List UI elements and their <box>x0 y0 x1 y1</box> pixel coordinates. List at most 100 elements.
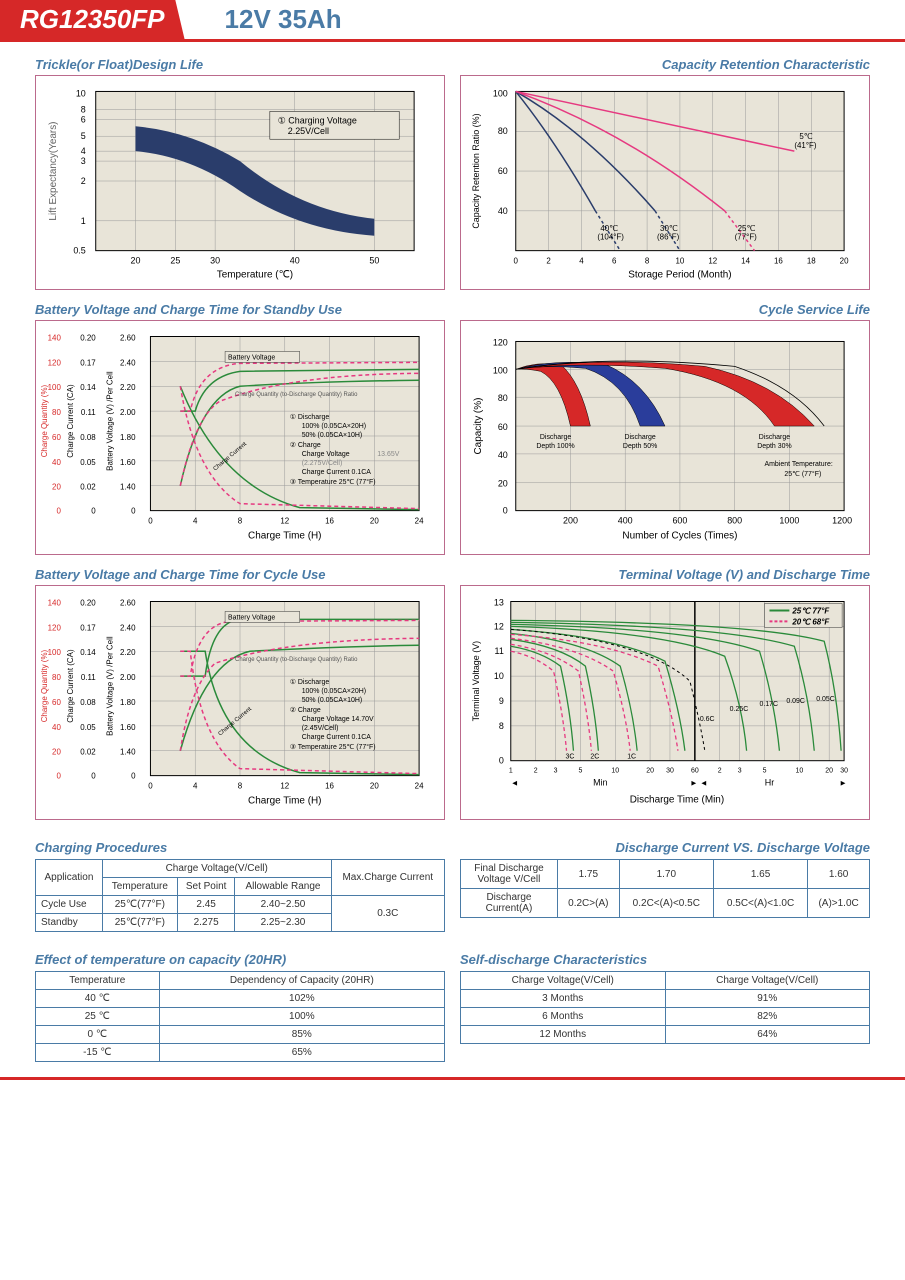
svg-text:1: 1 <box>509 768 513 775</box>
svg-text:(2.275V/Cell): (2.275V/Cell) <box>302 460 343 467</box>
svg-text:0: 0 <box>91 507 96 516</box>
svg-text:Battery Voltage: Battery Voltage <box>228 354 275 361</box>
svg-text:10: 10 <box>675 257 684 266</box>
svg-text:60: 60 <box>498 422 508 432</box>
svg-text:Temperature (℃): Temperature (℃) <box>217 270 293 281</box>
svg-text:20: 20 <box>646 768 654 775</box>
svg-text:10: 10 <box>795 768 803 775</box>
svg-text:80: 80 <box>52 673 61 682</box>
svg-text:6: 6 <box>81 114 86 124</box>
svg-text:40: 40 <box>290 256 300 266</box>
svg-text:0.08: 0.08 <box>80 698 96 707</box>
svg-text:0.25C: 0.25C <box>730 706 749 713</box>
svg-text:4: 4 <box>81 146 86 156</box>
svg-text:0: 0 <box>514 257 519 266</box>
chart4: DischargeDepth 100% DischargeDepth 50% D… <box>460 320 870 555</box>
svg-text:Number of Cycles (Times): Number of Cycles (Times) <box>622 530 737 541</box>
svg-text:Battery Voltage (V) /Per Cell: Battery Voltage (V) /Per Cell <box>106 636 115 736</box>
svg-text:12: 12 <box>280 782 289 791</box>
svg-text:0: 0 <box>148 517 153 526</box>
discharge-table: Final Discharge Voltage V/Cell1.751.701.… <box>460 859 870 918</box>
svg-text:0.09C: 0.09C <box>786 698 805 705</box>
svg-text:① Discharge: ① Discharge <box>290 413 330 421</box>
svg-text:60: 60 <box>52 433 61 442</box>
svg-text:2.00: 2.00 <box>120 673 136 682</box>
svg-text:Storage Period (Month): Storage Period (Month) <box>628 270 731 281</box>
svg-text:100: 100 <box>493 365 508 375</box>
svg-text:6: 6 <box>612 257 617 266</box>
svg-text:0: 0 <box>131 507 136 516</box>
svg-text:Depth 50%: Depth 50% <box>623 443 657 450</box>
svg-text:400: 400 <box>618 516 633 526</box>
svg-text:Charge Quantity (%): Charge Quantity (%) <box>41 649 49 722</box>
svg-text:(86°F): (86°F) <box>657 233 680 242</box>
svg-text:100: 100 <box>493 88 508 98</box>
svg-text:20: 20 <box>370 517 379 526</box>
svg-text:1.60: 1.60 <box>120 723 136 732</box>
svg-text:8: 8 <box>645 257 650 266</box>
svg-text:0: 0 <box>499 756 504 766</box>
chart5-title: Battery Voltage and Charge Time for Cycl… <box>35 567 445 582</box>
svg-text:Battery Voltage (V) /Per Cell: Battery Voltage (V) /Per Cell <box>106 371 115 471</box>
svg-text:8: 8 <box>238 782 243 791</box>
svg-text:13.65V: 13.65V <box>377 451 399 458</box>
svg-text:2.60: 2.60 <box>120 333 136 342</box>
svg-text:140: 140 <box>48 598 62 607</box>
chart3-title: Battery Voltage and Charge Time for Stan… <box>35 302 445 317</box>
svg-text:9: 9 <box>499 696 504 706</box>
svg-text:3: 3 <box>81 156 86 166</box>
svg-text:2.20: 2.20 <box>120 383 136 392</box>
svg-text:4: 4 <box>193 517 198 526</box>
chart6: 25℃ 77°F 20℃ 68°F 3C2C 1C0.6C 0.25C0.17C… <box>460 585 870 820</box>
svg-text:2.25V/Cell: 2.25V/Cell <box>288 126 329 136</box>
svg-text:25: 25 <box>170 256 180 266</box>
svg-text:Terminal Voltage (V): Terminal Voltage (V) <box>471 641 481 721</box>
svg-text:0.14: 0.14 <box>80 383 96 392</box>
svg-text:16: 16 <box>325 782 334 791</box>
svg-text:0: 0 <box>503 506 508 516</box>
svg-text:0.08: 0.08 <box>80 433 96 442</box>
svg-text:0.20: 0.20 <box>80 333 96 342</box>
svg-text:Ambient Temperature:: Ambient Temperature: <box>765 461 833 468</box>
selfdis-title: Self-discharge Characteristics <box>460 952 870 967</box>
svg-text:10: 10 <box>76 88 86 98</box>
svg-text:3C: 3C <box>566 754 575 761</box>
svg-text:20: 20 <box>825 768 833 775</box>
svg-text:50% (0.05CA×10H): 50% (0.05CA×10H) <box>302 432 363 439</box>
svg-text:Charge Voltage 14.70V: Charge Voltage 14.70V <box>302 716 374 723</box>
svg-text:2: 2 <box>718 768 722 775</box>
svg-text:Hr: Hr <box>765 778 774 788</box>
svg-text:Discharge Time (Min): Discharge Time (Min) <box>630 794 724 805</box>
svg-text:1.40: 1.40 <box>120 748 136 757</box>
svg-text:4: 4 <box>193 782 198 791</box>
chart2: 40℃(104°F) 30℃(86°F) 25℃(77°F) 5℃(41°F) … <box>460 75 870 290</box>
svg-text:50% (0.05CA×10H): 50% (0.05CA×10H) <box>302 697 363 704</box>
svg-text:0: 0 <box>131 772 136 781</box>
svg-text:① Discharge: ① Discharge <box>290 678 330 686</box>
chart5: Battery Voltage Charge Quantity (to-Disc… <box>35 585 445 820</box>
svg-text:10: 10 <box>494 671 504 681</box>
svg-text:10: 10 <box>611 768 619 775</box>
svg-text:140: 140 <box>48 333 62 342</box>
svg-text:(104°F): (104°F) <box>597 233 624 242</box>
chart2-title: Capacity Retention Characteristic <box>460 57 870 72</box>
svg-text:8: 8 <box>81 104 86 114</box>
svg-text:② Charge: ② Charge <box>290 441 321 449</box>
svg-text:100: 100 <box>48 648 62 657</box>
svg-text:13: 13 <box>494 597 504 607</box>
svg-text:1.80: 1.80 <box>120 698 136 707</box>
svg-text:20: 20 <box>52 748 61 757</box>
svg-text:0.17: 0.17 <box>80 358 96 367</box>
svg-text:40℃: 40℃ <box>600 224 618 233</box>
svg-text:0: 0 <box>91 772 96 781</box>
svg-text:Capacity (%): Capacity (%) <box>473 398 484 455</box>
svg-text:►: ► <box>690 779 698 788</box>
svg-text:2: 2 <box>534 768 538 775</box>
svg-text:2.40: 2.40 <box>120 358 136 367</box>
svg-text:4: 4 <box>579 257 584 266</box>
svg-text:25℃ (77°F): 25℃ (77°F) <box>784 470 821 478</box>
temp-title: Effect of temperature on capacity (20HR) <box>35 952 445 967</box>
svg-text:0.11: 0.11 <box>81 408 96 417</box>
svg-text:12: 12 <box>494 621 504 631</box>
svg-text:16: 16 <box>774 257 783 266</box>
